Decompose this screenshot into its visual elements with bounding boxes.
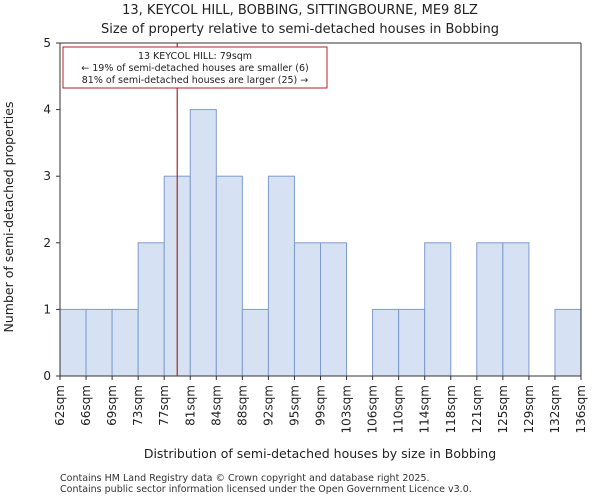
x-tick-label-95sqm: 95sqm <box>287 385 301 426</box>
bar-73sqm <box>137 242 165 377</box>
x-tick-label-114sqm: 114sqm <box>418 385 432 433</box>
bar-121sqm <box>476 242 504 377</box>
x-tick-label-118sqm: 118sqm <box>444 385 458 433</box>
x-tick-label-69sqm: 69sqm <box>105 385 119 426</box>
y-axis-label: Number of semi-detached properties <box>1 102 16 333</box>
x-tick-label-66sqm: 66sqm <box>79 385 93 426</box>
bar-62sqm <box>59 308 87 377</box>
x-tick-label-77sqm: 77sqm <box>157 385 171 426</box>
bar-110sqm <box>398 308 426 377</box>
bar-114sqm <box>424 242 452 377</box>
x-tick-label-62sqm: 62sqm <box>53 385 67 426</box>
x-ticks-group: 62sqm 66sqm 69sqm 73sqm 77sqm 81sqm 84sqm 88sqm… <box>53 376 588 433</box>
y-ticks-group: 0 1 2 3 4 5 <box>43 36 60 383</box>
footer-line2: Contains public sector information licen… <box>60 484 472 495</box>
footer-line1: Contains HM Land Registry data © Crown c… <box>60 473 430 484</box>
annotation-line3: 81% of semi-detached houses are larger (… <box>82 75 309 86</box>
chart-title-line1: 13, KEYCOL HILL, BOBBING, SITTINGBOURNE,… <box>122 3 478 18</box>
bar-81sqm <box>189 109 217 377</box>
bar-66sqm <box>85 308 113 377</box>
bar-84sqm <box>215 175 243 377</box>
x-tick-label-136sqm: 136sqm <box>574 385 588 433</box>
bar-99sqm <box>320 242 348 377</box>
chart-title-line2: Size of property relative to semi-detach… <box>101 22 499 37</box>
annotation-box: 13 KEYCOL HILL: 79sqm ← 19% of semi-deta… <box>62 46 328 89</box>
x-tick-label-125sqm: 125sqm <box>496 385 510 433</box>
x-tick-label-92sqm: 92sqm <box>261 385 275 426</box>
x-tick-label-73sqm: 73sqm <box>131 385 145 426</box>
bar-92sqm <box>267 175 295 377</box>
x-tick-label-99sqm: 99sqm <box>314 385 328 426</box>
bar-106sqm <box>372 308 400 377</box>
x-tick-label-121sqm: 121sqm <box>470 385 484 433</box>
annotation-line1: 13 KEYCOL HILL: 79sqm <box>138 51 252 62</box>
x-tick-label-88sqm: 88sqm <box>235 385 249 426</box>
footer: Contains HM Land Registry data © Crown c… <box>60 473 472 495</box>
x-tick-label-103sqm: 103sqm <box>340 385 354 433</box>
x-tick-label-81sqm: 81sqm <box>183 385 197 426</box>
x-tick-label-84sqm: 84sqm <box>209 385 223 426</box>
bar-88sqm <box>241 308 269 377</box>
bar-69sqm <box>111 308 139 377</box>
bars-group <box>59 109 582 377</box>
annotation-border <box>62 46 328 89</box>
x-tick-label-129sqm: 129sqm <box>522 385 536 433</box>
y-tick-label: 3 <box>43 169 51 183</box>
y-tick-label: 4 <box>43 103 51 117</box>
y-tick-label: 0 <box>43 369 51 383</box>
annotation-line2: ← 19% of semi-detached houses are smalle… <box>81 63 309 74</box>
y-tick-label: 5 <box>43 36 51 50</box>
x-tick-label-132sqm: 132sqm <box>548 385 562 433</box>
y-tick-label: 2 <box>43 236 51 250</box>
y-tick-label: 1 <box>43 302 51 316</box>
bar-125sqm <box>502 242 530 377</box>
x-tick-label-106sqm: 106sqm <box>366 385 380 433</box>
x-tick-label-110sqm: 110sqm <box>392 385 406 433</box>
bar-95sqm <box>293 242 322 377</box>
bar-132sqm <box>554 308 582 377</box>
x-axis-label: Distribution of semi-detached houses by … <box>144 446 496 461</box>
